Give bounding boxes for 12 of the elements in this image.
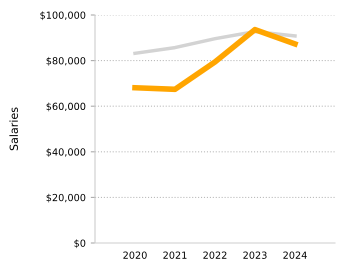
x-tick-label: 2021	[163, 252, 186, 259]
y-tick-label: $40,000	[46, 148, 86, 157]
x-tick-label: 2024	[283, 252, 307, 259]
x-tick-label: 2020	[123, 252, 147, 259]
x-tick-label: 2022	[203, 252, 226, 259]
y-tick-label: $80,000	[46, 56, 86, 66]
y-tick-label: $100,000	[40, 11, 86, 20]
x-tick-label: 2023	[243, 252, 267, 259]
y-tick-label: $60,000	[46, 102, 86, 112]
y-axis-title: Salaries	[9, 108, 18, 150]
y-tick-label: $20,000	[46, 194, 86, 203]
y-tick-label: $0	[74, 239, 86, 248]
